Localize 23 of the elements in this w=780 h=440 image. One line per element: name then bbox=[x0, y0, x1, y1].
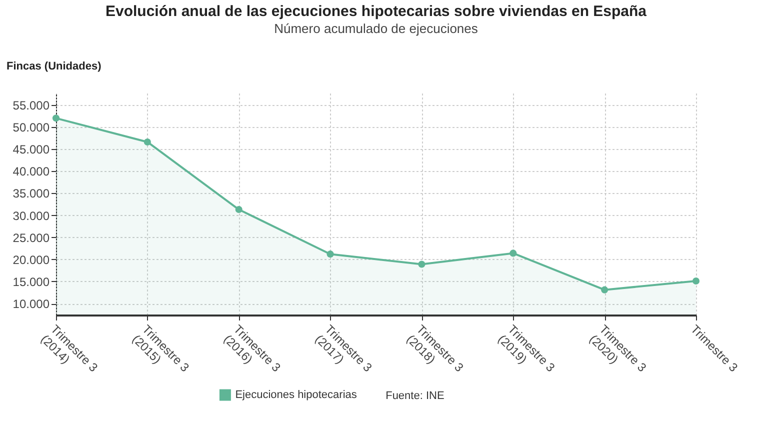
source-note: Fuente: INE bbox=[386, 390, 444, 402]
legend-label: Ejecuciones hipotecarias bbox=[235, 389, 358, 401]
y-tick-label: 25.000 bbox=[12, 230, 50, 245]
point bbox=[235, 206, 242, 214]
point bbox=[52, 114, 60, 122]
point bbox=[601, 286, 608, 294]
point bbox=[692, 277, 700, 285]
y-tick-label: 30.000 bbox=[12, 208, 50, 223]
y-tick-label: 55.000 bbox=[12, 98, 50, 112]
point bbox=[326, 250, 334, 258]
y-tick-label: 10.000 bbox=[12, 297, 50, 312]
chart-subtitle: Número acumulado de ejecuciones bbox=[274, 21, 478, 36]
point bbox=[144, 138, 151, 146]
y-tick-label: 50.000 bbox=[12, 120, 50, 134]
y-tick-label: 20.000 bbox=[12, 252, 50, 267]
y-axis-title: Fincas (Unidades) bbox=[6, 60, 102, 72]
y-tick-label: 35.000 bbox=[12, 186, 50, 201]
y-tick-label: 45.000 bbox=[12, 142, 50, 157]
y-tick-label: 40.000 bbox=[12, 164, 50, 179]
point bbox=[418, 260, 426, 268]
point bbox=[510, 250, 517, 257]
y-tick-label: 15.000 bbox=[12, 274, 50, 289]
chart-title: Evolución anual de las ejecuciones hipotecarias sobre viviendas en España bbox=[105, 3, 648, 20]
